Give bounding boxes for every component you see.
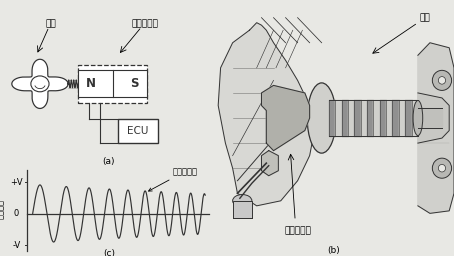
Text: 0: 0 bbox=[14, 209, 19, 218]
Text: N: N bbox=[86, 77, 96, 90]
Text: 车速传感器: 车速传感器 bbox=[132, 19, 159, 28]
Circle shape bbox=[439, 164, 445, 172]
Text: 车速传感器: 车速传感器 bbox=[284, 226, 311, 236]
Polygon shape bbox=[262, 86, 310, 151]
Text: 发生的波形: 发生的波形 bbox=[148, 167, 197, 191]
Text: 输出电压: 输出电压 bbox=[0, 199, 5, 219]
Bar bbox=[232, 201, 252, 218]
Text: (c): (c) bbox=[103, 249, 115, 256]
Ellipse shape bbox=[307, 83, 336, 153]
Polygon shape bbox=[418, 43, 454, 213]
Ellipse shape bbox=[413, 100, 423, 136]
Text: 转子: 转子 bbox=[420, 13, 430, 22]
Bar bbox=[118, 119, 158, 143]
Polygon shape bbox=[418, 93, 449, 143]
Text: S: S bbox=[130, 77, 138, 90]
Text: (a): (a) bbox=[103, 157, 115, 166]
Circle shape bbox=[432, 158, 452, 178]
Circle shape bbox=[432, 70, 452, 90]
Text: +V: +V bbox=[10, 178, 23, 187]
Polygon shape bbox=[218, 23, 315, 206]
Ellipse shape bbox=[232, 195, 252, 207]
Circle shape bbox=[439, 77, 445, 84]
Text: ECU: ECU bbox=[127, 126, 149, 136]
Circle shape bbox=[31, 76, 49, 92]
Polygon shape bbox=[12, 59, 68, 109]
Text: -V: -V bbox=[12, 241, 20, 250]
Bar bbox=[78, 65, 147, 103]
Polygon shape bbox=[262, 151, 278, 176]
Bar bbox=[78, 70, 147, 97]
Text: 转子: 转子 bbox=[45, 19, 56, 28]
Text: (b): (b) bbox=[327, 247, 340, 255]
